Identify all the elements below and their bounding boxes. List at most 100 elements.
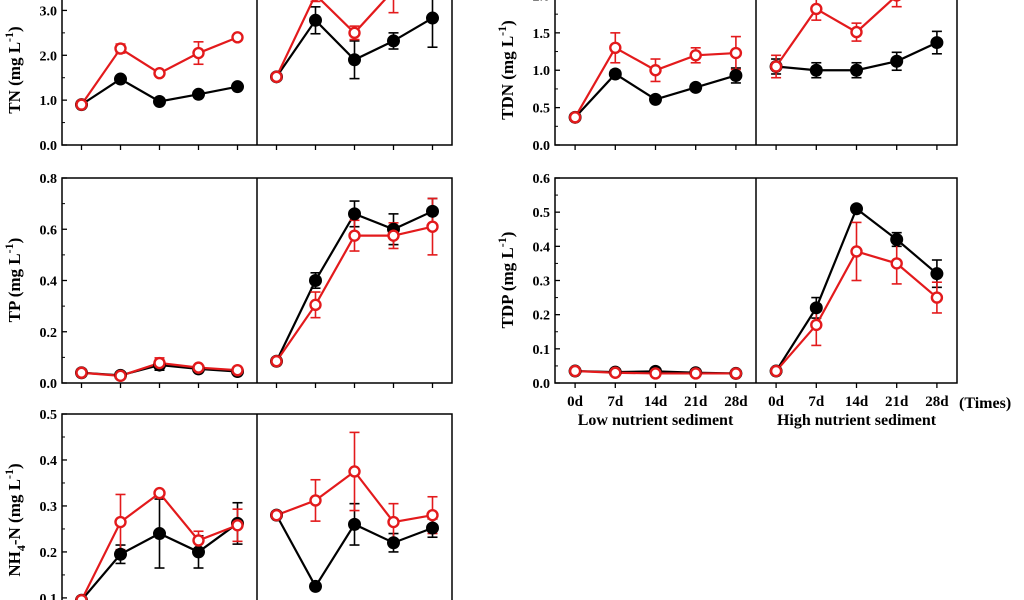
group-label: High nutrient sediment <box>777 412 937 429</box>
data-point-open <box>689 367 702 380</box>
group-label: Low nutrient sediment <box>578 412 734 429</box>
data-point-open <box>769 364 783 378</box>
y-tick-label: 0.0 <box>533 377 551 392</box>
data-point-open <box>309 494 322 507</box>
data-point-filled <box>387 536 400 550</box>
y-tick-label: 0.1 <box>533 343 551 358</box>
data-point-open <box>270 508 283 522</box>
y-axis-label: TDP (mg L-1) <box>495 232 517 329</box>
data-point-filled <box>348 207 361 221</box>
y-tick-label: 0.2 <box>533 309 551 324</box>
data-point-open <box>387 229 400 242</box>
data-point-open <box>769 60 783 73</box>
data-point-open <box>114 369 127 383</box>
data-point-open <box>810 2 823 16</box>
data-point-filled <box>729 68 743 82</box>
y-tick-label: 0.3 <box>40 500 58 515</box>
data-point-filled <box>850 202 863 216</box>
data-point-filled <box>426 11 439 25</box>
x-axis-label: (Times) <box>959 395 1011 412</box>
data-point-filled <box>309 13 322 27</box>
y-tick-label: 0.0 <box>533 139 551 154</box>
y-tick-label: 0.4 <box>40 275 58 290</box>
y-tick-label: 2.0 <box>533 0 551 4</box>
data-point-open <box>387 515 400 529</box>
data-point-open <box>153 486 166 500</box>
x-tick-label: 14d <box>644 394 668 410</box>
y-tick-label: 0.5 <box>533 102 551 117</box>
y-tick-label: 1.0 <box>533 64 551 79</box>
data-point-open <box>192 46 205 60</box>
data-point-open <box>609 41 622 55</box>
data-point-filled <box>153 94 166 108</box>
data-point-filled <box>114 72 127 86</box>
data-point-filled <box>426 204 439 218</box>
data-point-filled <box>192 87 205 101</box>
y-tick-label: 1.0 <box>40 94 58 109</box>
data-point-open <box>729 46 743 60</box>
x-tick-label: 14d <box>845 394 869 410</box>
chart-tdn: 0.0 0.5 1.0 1.5 2.0 TDN (mg L-1) <box>495 0 958 154</box>
data-point-open <box>270 70 283 84</box>
data-point-open <box>153 67 166 80</box>
data-point-filled <box>689 80 703 94</box>
data-point-open <box>348 26 361 40</box>
data-point-filled <box>930 36 944 50</box>
chart-tdp: 0.0 0.1 0.2 0.3 0.4 0.5 0.6 TDP (mg L-1) 0d 7d 14d… <box>495 172 1011 429</box>
x-tick-label: 0d <box>768 394 785 410</box>
data-point-open <box>850 25 863 39</box>
data-point-open <box>426 220 439 233</box>
data-point-filled <box>930 267 944 281</box>
data-point-open <box>114 42 127 55</box>
y-tick-label: 3.0 <box>40 4 58 19</box>
data-point-open <box>153 356 166 370</box>
data-point-open <box>309 298 322 312</box>
data-point-filled <box>608 67 622 81</box>
data-point-filled <box>426 521 439 535</box>
data-point-open <box>649 64 662 77</box>
data-point-open <box>348 229 361 242</box>
x-tick-label: 7d <box>607 394 624 410</box>
data-point-open <box>231 363 244 377</box>
y-tick-label: 0.6 <box>533 172 551 187</box>
data-point-open <box>850 245 863 258</box>
data-point-open <box>568 111 582 124</box>
data-point-open <box>609 366 622 379</box>
data-point-open <box>75 98 88 111</box>
data-point-open <box>192 361 205 374</box>
y-axis-label: TP (mg L-1) <box>2 238 24 323</box>
chart-tn: 0.0 1.0 2.0 3.0 TN (mg L-1) <box>2 0 453 154</box>
y-tick-label: 2.0 <box>40 49 58 64</box>
data-point-filled <box>114 547 127 561</box>
data-point-open <box>270 355 283 368</box>
x-tick-label: 0d <box>567 394 584 410</box>
y-axis-label: TN (mg L-1) <box>2 26 24 113</box>
x-tick-label: 28d <box>724 394 748 410</box>
data-point-open <box>810 318 823 332</box>
y-tick-label: 0.2 <box>40 326 58 341</box>
data-point-filled <box>649 92 662 106</box>
data-point-filled <box>890 54 904 68</box>
x-tick-label: 21d <box>684 394 708 410</box>
data-point-open <box>426 508 439 522</box>
y-axis-label: TDN (mg L-1) <box>495 20 517 120</box>
data-point-open <box>649 367 662 380</box>
data-point-open <box>930 291 944 304</box>
y-tick-label: 0.1 <box>40 592 58 600</box>
data-point-open <box>75 366 88 379</box>
y-tick-label: 1.5 <box>533 27 551 42</box>
data-point-open <box>114 515 127 529</box>
x-tick-label: 28d <box>925 394 949 410</box>
data-point-open <box>689 49 702 62</box>
data-point-open <box>568 364 582 378</box>
y-tick-label: 0.4 <box>40 454 58 469</box>
chart-tp: 0.0 0.2 0.4 0.6 0.8 TP (mg L-1) <box>2 172 453 392</box>
data-point-filled <box>309 579 322 593</box>
data-point-open <box>192 534 205 547</box>
y-tick-label: 0.5 <box>533 206 551 221</box>
data-point-open <box>729 367 743 380</box>
y-tick-label: 0.2 <box>40 546 58 561</box>
x-tick-label: 21d <box>885 394 909 410</box>
data-point-filled <box>309 274 322 287</box>
y-tick-label: 0.4 <box>533 240 551 255</box>
